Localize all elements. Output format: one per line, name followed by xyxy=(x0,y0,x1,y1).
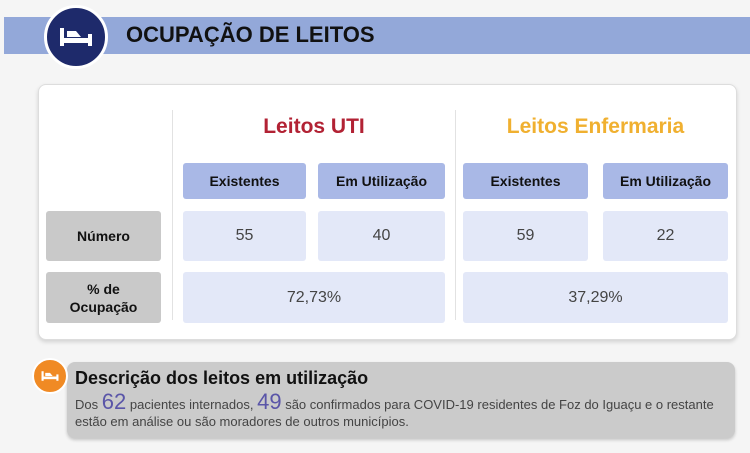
enf-ocupacao-value: 37,29% xyxy=(463,272,728,323)
uti-title: Leitos UTI xyxy=(263,115,365,138)
divider xyxy=(172,110,173,320)
row-label-ocupacao-2: Ocupação xyxy=(69,298,138,315)
enf-em-utilizacao-value: 22 xyxy=(603,211,728,261)
uti-em-utilizacao-value: 40 xyxy=(318,211,445,261)
uti-em-utilizacao-header: Em Utilização xyxy=(318,163,445,199)
bed-icon xyxy=(44,5,108,69)
text: Dos xyxy=(75,397,99,412)
description-title: Descrição dos leitos em utilização xyxy=(75,368,369,388)
header-band xyxy=(4,17,750,54)
uti-ocupacao-value: 72,73% xyxy=(183,272,445,323)
text: são confirmados para COVID-19 residentes… xyxy=(75,397,714,429)
page-title: OCUPAÇÃO DE LEITOS xyxy=(126,22,375,47)
uti-existentes-value: 55 xyxy=(183,211,306,261)
description-text: Dos 62 pacientes internados, 49 são conf… xyxy=(75,391,725,430)
row-label-ocupacao: % de Ocupação xyxy=(46,272,161,323)
text: pacientes internados, xyxy=(129,397,254,412)
row-label-numero: Número xyxy=(46,211,161,261)
enf-existentes-value: 59 xyxy=(463,211,588,261)
row-label-ocupacao-1: % de xyxy=(87,280,120,297)
uti-existentes-header: Existentes xyxy=(183,163,306,199)
total-patients: 62 xyxy=(101,389,127,414)
bed-icon xyxy=(32,358,68,394)
enf-em-utilizacao-header: Em Utilização xyxy=(603,163,728,199)
divider xyxy=(455,110,456,320)
enf-existentes-header: Existentes xyxy=(463,163,588,199)
enfermaria-title: Leitos Enfermaria xyxy=(506,115,685,138)
confirmed-count: 49 xyxy=(257,389,282,414)
description-box xyxy=(67,362,735,438)
